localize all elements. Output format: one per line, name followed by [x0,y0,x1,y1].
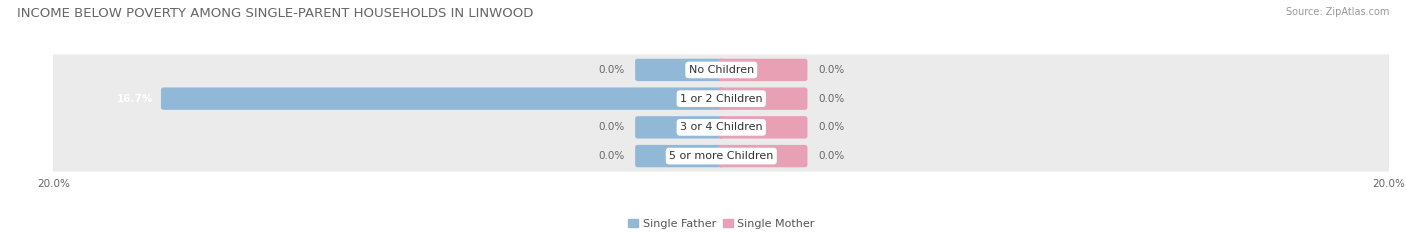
Text: 0.0%: 0.0% [598,122,624,132]
FancyBboxPatch shape [636,59,724,81]
Legend: Single Father, Single Mother: Single Father, Single Mother [624,215,818,233]
Text: Source: ZipAtlas.com: Source: ZipAtlas.com [1285,7,1389,17]
FancyBboxPatch shape [636,145,724,167]
Text: 0.0%: 0.0% [818,151,845,161]
Text: 0.0%: 0.0% [818,94,845,104]
FancyBboxPatch shape [718,116,807,139]
Text: 3 or 4 Children: 3 or 4 Children [681,122,762,132]
Text: 1 or 2 Children: 1 or 2 Children [681,94,762,104]
Text: 0.0%: 0.0% [818,65,845,75]
FancyBboxPatch shape [718,59,807,81]
Text: 5 or more Children: 5 or more Children [669,151,773,161]
FancyBboxPatch shape [160,87,724,110]
Text: 0.0%: 0.0% [818,122,845,132]
FancyBboxPatch shape [718,145,807,167]
Text: 16.7%: 16.7% [117,94,153,104]
FancyBboxPatch shape [49,140,1393,171]
Text: No Children: No Children [689,65,754,75]
FancyBboxPatch shape [49,83,1393,114]
FancyBboxPatch shape [49,112,1393,143]
FancyBboxPatch shape [718,87,807,110]
FancyBboxPatch shape [49,55,1393,86]
Text: INCOME BELOW POVERTY AMONG SINGLE-PARENT HOUSEHOLDS IN LINWOOD: INCOME BELOW POVERTY AMONG SINGLE-PARENT… [17,7,533,20]
FancyBboxPatch shape [636,116,724,139]
Text: 0.0%: 0.0% [598,151,624,161]
Text: 0.0%: 0.0% [598,65,624,75]
